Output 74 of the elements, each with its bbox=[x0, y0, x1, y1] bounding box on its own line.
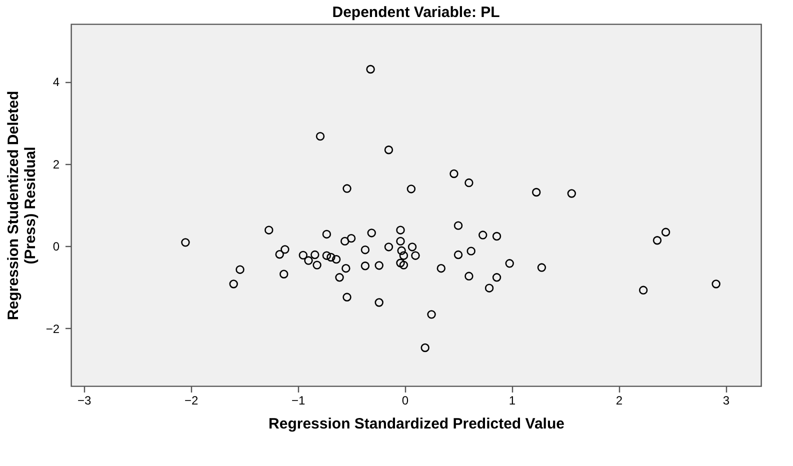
point bbox=[505, 259, 514, 268]
point bbox=[298, 250, 308, 260]
point bbox=[312, 260, 322, 270]
point bbox=[396, 226, 405, 234]
point bbox=[280, 245, 290, 254]
point bbox=[374, 298, 384, 307]
point bbox=[466, 246, 476, 256]
point bbox=[374, 261, 384, 270]
point bbox=[399, 260, 408, 270]
point bbox=[484, 284, 494, 292]
x-tick-label: −1 bbox=[291, 394, 306, 408]
point bbox=[478, 230, 488, 240]
point bbox=[399, 251, 408, 260]
x-tick-label: 2 bbox=[616, 394, 623, 408]
point bbox=[397, 246, 406, 256]
point bbox=[335, 273, 344, 282]
point bbox=[340, 236, 350, 246]
point bbox=[264, 226, 274, 234]
point bbox=[384, 242, 394, 252]
point bbox=[310, 250, 320, 260]
point bbox=[236, 265, 244, 274]
x-tick-label: −2 bbox=[184, 394, 198, 408]
point bbox=[454, 221, 463, 230]
point bbox=[181, 238, 190, 247]
point bbox=[396, 236, 405, 246]
point bbox=[342, 264, 350, 273]
point bbox=[464, 272, 474, 281]
y-tick-label: 2 bbox=[52, 157, 60, 172]
x-tick-label: 1 bbox=[508, 394, 516, 408]
point bbox=[280, 270, 288, 278]
point bbox=[427, 310, 436, 319]
point bbox=[396, 258, 405, 268]
point bbox=[406, 184, 416, 194]
point bbox=[229, 280, 238, 288]
point bbox=[567, 189, 576, 198]
point bbox=[661, 228, 670, 236]
point bbox=[712, 280, 720, 288]
point bbox=[316, 132, 325, 141]
x-tick-label: 3 bbox=[722, 394, 730, 408]
point bbox=[450, 169, 458, 178]
point bbox=[420, 343, 430, 352]
point bbox=[322, 230, 332, 239]
point bbox=[454, 250, 463, 260]
point bbox=[360, 262, 370, 270]
point bbox=[275, 250, 284, 259]
point bbox=[638, 286, 648, 295]
point bbox=[342, 292, 352, 302]
point bbox=[322, 251, 332, 260]
point bbox=[367, 228, 376, 238]
point bbox=[652, 236, 662, 245]
chart-title: Dependent Variable: PL bbox=[332, 4, 500, 21]
point bbox=[436, 264, 446, 273]
y-tick-label: 0 bbox=[52, 240, 60, 254]
point bbox=[326, 252, 336, 262]
point bbox=[304, 256, 313, 265]
x-tick-label: 0 bbox=[402, 394, 409, 408]
y-tick-label: 4 bbox=[52, 75, 60, 90]
y-tick-label: −2 bbox=[46, 322, 60, 336]
point bbox=[360, 245, 370, 254]
point bbox=[366, 64, 375, 74]
point bbox=[332, 254, 341, 264]
point bbox=[408, 242, 417, 252]
point bbox=[411, 251, 420, 260]
point bbox=[492, 273, 502, 282]
x-tick-label: −3 bbox=[77, 394, 92, 408]
x-axis-title: Regression Standardized Predicted Value bbox=[268, 416, 564, 432]
point bbox=[537, 263, 546, 272]
point bbox=[346, 234, 356, 243]
point bbox=[532, 188, 541, 197]
point bbox=[342, 184, 352, 193]
y-axis-title: Regression Studentized Deleted (Press) Residual bbox=[4, 90, 39, 320]
point bbox=[492, 232, 502, 241]
point bbox=[384, 146, 394, 154]
point bbox=[464, 178, 474, 188]
